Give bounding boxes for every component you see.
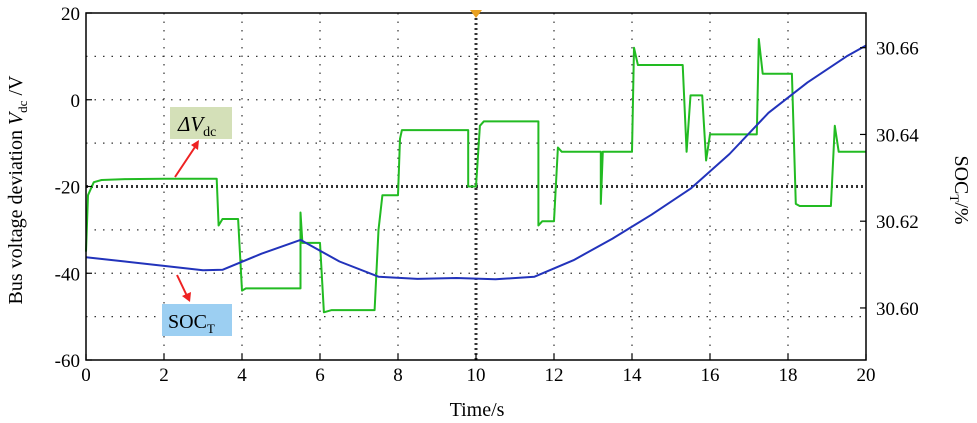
ticks: 0 2 4 6 8 10 12 14 16 18 20 20 0 -20 -40 -60 30.66 30.64 3… — [55, 4, 920, 386]
soc-annotation-box — [162, 304, 232, 336]
soc-annotation-arrow — [176, 274, 188, 297]
dv-annotation-arrow — [174, 143, 198, 178]
x-tick-label: 6 — [315, 365, 325, 386]
series-line-soc — [85, 44, 867, 281]
dv-arrowhead — [191, 140, 199, 150]
y-right-tick-label: 30.60 — [876, 299, 919, 320]
soc-arrowhead — [182, 292, 191, 302]
y-left-tick-label: -20 — [55, 178, 80, 199]
dv-annotation-label: ΔVdc — [177, 112, 216, 140]
x-tick-label: 8 — [393, 365, 403, 386]
y-left-tick-label: -40 — [55, 264, 80, 285]
x-tick-label: 0 — [81, 365, 91, 386]
y-right-tick-label: 30.66 — [876, 39, 919, 60]
x-tick-label: 12 — [545, 365, 564, 386]
x-tick-label: 2 — [159, 365, 169, 386]
y-left-tick-label: 20 — [61, 4, 80, 25]
y-axis-left-label: Bus voltage deviation Vdc /V — [5, 75, 30, 304]
x-tick-label: 10 — [467, 365, 486, 386]
y-left-tick-label: 0 — [71, 91, 81, 112]
x-tick-label: 4 — [237, 365, 247, 386]
y-left-tick-label: -60 — [55, 351, 80, 372]
x-tick-label: 16 — [701, 365, 720, 386]
y-right-tick-label: 30.64 — [876, 125, 919, 146]
y-right-tick-label: 30.62 — [876, 212, 919, 233]
y-axis-right-label: SOCT/% — [947, 155, 972, 224]
soc-annotation-label: SOCT — [168, 311, 215, 336]
x-tick-label: 14 — [623, 365, 643, 386]
dv-annotation-box — [170, 107, 232, 139]
top-marker — [470, 10, 482, 18]
x-tick-label: 18 — [779, 365, 798, 386]
series-layer — [85, 38, 867, 314]
x-axis-label: Time/s — [450, 399, 505, 421]
series-line-dv — [85, 38, 866, 314]
x-tick-label: 20 — [857, 365, 876, 386]
